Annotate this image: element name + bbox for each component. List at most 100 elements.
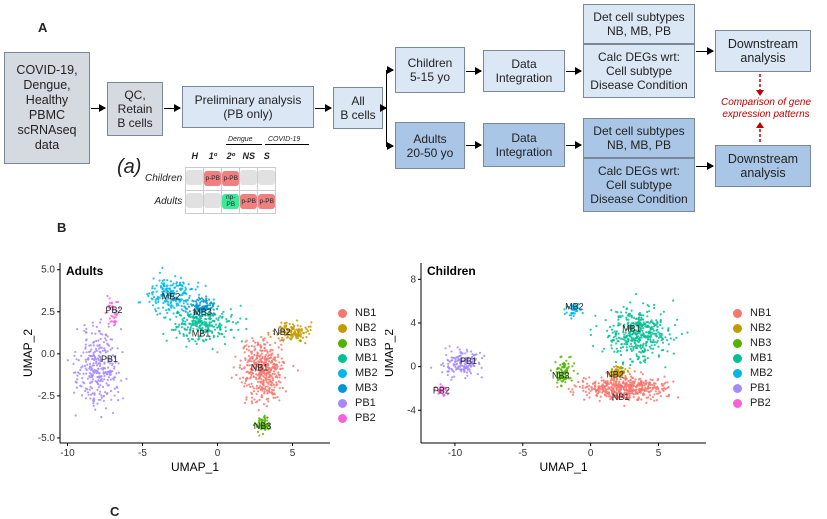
point xyxy=(291,323,295,326)
point xyxy=(250,382,253,385)
point xyxy=(615,386,618,389)
point xyxy=(305,335,308,339)
point xyxy=(211,347,214,350)
point xyxy=(306,329,310,333)
point xyxy=(254,366,257,369)
point xyxy=(192,338,195,341)
legend-swatch xyxy=(733,368,742,378)
point xyxy=(294,333,297,336)
point xyxy=(251,357,254,360)
point xyxy=(154,308,157,311)
point xyxy=(99,384,102,387)
point xyxy=(612,336,615,339)
point xyxy=(91,392,94,395)
point xyxy=(656,339,659,342)
point xyxy=(627,321,630,324)
point xyxy=(624,368,627,371)
point xyxy=(308,332,311,335)
point xyxy=(205,295,208,298)
point xyxy=(262,381,265,384)
point xyxy=(82,351,85,354)
point xyxy=(615,337,618,340)
point xyxy=(563,312,566,316)
point xyxy=(196,285,199,288)
point xyxy=(572,369,575,372)
point xyxy=(630,345,633,348)
y-tick-label: -5.0 xyxy=(38,433,56,444)
point xyxy=(480,366,483,369)
point xyxy=(646,338,650,341)
point xyxy=(82,372,85,375)
y-tick-label: 2.5 xyxy=(41,307,55,318)
point xyxy=(667,395,670,398)
point xyxy=(450,378,453,381)
point xyxy=(438,389,441,392)
point xyxy=(206,307,209,310)
point xyxy=(101,349,104,352)
point xyxy=(203,310,206,313)
point xyxy=(467,360,470,363)
point xyxy=(657,336,660,339)
inset-cell: p-PB xyxy=(258,194,276,209)
point xyxy=(84,387,87,390)
point xyxy=(91,399,95,402)
point xyxy=(256,430,260,433)
point xyxy=(258,372,261,375)
point xyxy=(259,369,262,372)
point xyxy=(614,382,617,385)
point xyxy=(622,370,625,373)
point xyxy=(604,393,607,396)
point xyxy=(206,304,210,307)
point xyxy=(618,372,621,375)
point xyxy=(273,372,276,375)
point xyxy=(638,313,641,316)
point xyxy=(236,321,239,324)
point xyxy=(187,305,191,308)
point xyxy=(565,305,569,308)
point xyxy=(254,347,257,350)
point xyxy=(196,325,199,328)
point xyxy=(642,314,645,317)
point xyxy=(249,385,252,388)
point xyxy=(288,337,292,340)
point xyxy=(254,376,257,379)
cluster-label: MB1 xyxy=(192,329,211,339)
point xyxy=(212,325,216,328)
point xyxy=(99,364,102,368)
point xyxy=(158,296,161,299)
point xyxy=(113,367,116,370)
point xyxy=(442,386,445,389)
point xyxy=(637,388,640,391)
point xyxy=(299,335,302,338)
point xyxy=(94,408,97,411)
arrow-source-qc xyxy=(91,104,106,112)
point xyxy=(171,297,174,300)
point xyxy=(257,390,260,393)
point xyxy=(184,310,187,313)
point xyxy=(619,388,622,391)
point xyxy=(238,366,241,369)
point xyxy=(616,395,619,398)
point xyxy=(256,400,259,403)
point xyxy=(178,332,181,335)
cluster-pb2 xyxy=(104,294,121,326)
point xyxy=(563,377,566,381)
point xyxy=(644,325,647,328)
point xyxy=(625,388,628,391)
point xyxy=(600,376,603,379)
point xyxy=(651,341,655,344)
point xyxy=(251,385,254,388)
data-integration-children-box: Data Integration xyxy=(483,50,565,92)
point xyxy=(634,345,637,348)
point xyxy=(672,299,675,302)
point xyxy=(653,385,656,389)
cluster-pb1 xyxy=(430,345,486,381)
point xyxy=(577,302,580,306)
point xyxy=(92,362,95,365)
point xyxy=(265,349,268,352)
point xyxy=(470,350,473,353)
point xyxy=(79,368,82,372)
point xyxy=(296,324,299,327)
point xyxy=(151,293,154,296)
point xyxy=(91,321,94,324)
